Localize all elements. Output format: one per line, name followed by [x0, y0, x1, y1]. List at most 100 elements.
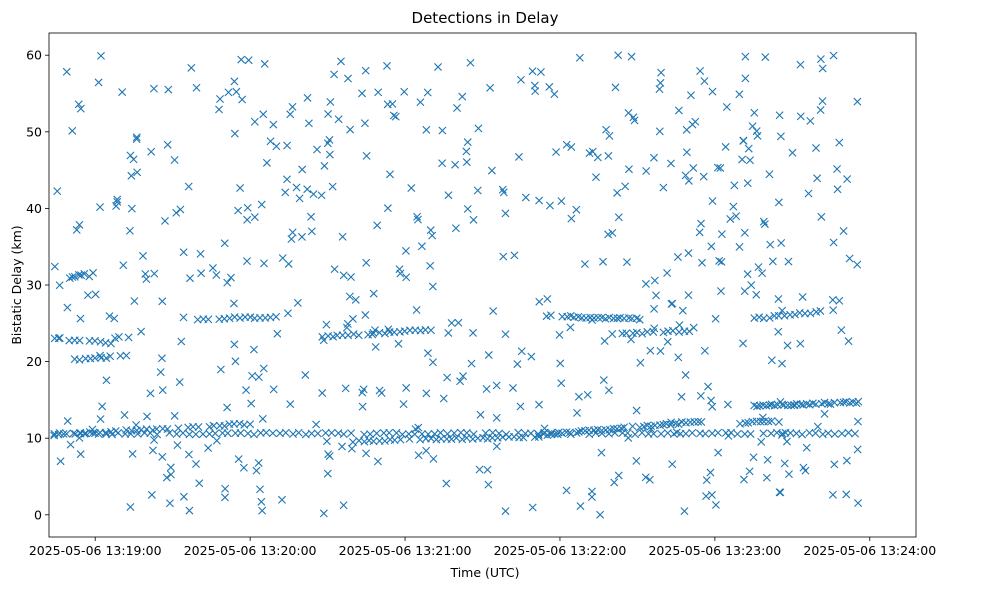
- detection-marker: [172, 430, 181, 439]
- detection-marker: [426, 261, 435, 270]
- detection-marker: [229, 299, 238, 308]
- detection-marker: [216, 365, 225, 374]
- detection-marker: [696, 391, 705, 400]
- detection-marker: [212, 436, 221, 445]
- detection-marker: [63, 417, 72, 426]
- detection-marker: [609, 314, 618, 323]
- detection-marker: [813, 174, 822, 183]
- detection-marker: [510, 251, 519, 260]
- detection-marker: [557, 197, 566, 206]
- detection-marker: [545, 201, 554, 210]
- detection-marker: [423, 349, 432, 358]
- detection-marker: [401, 246, 410, 255]
- detection-marker: [596, 510, 605, 519]
- detection-marker: [234, 206, 243, 215]
- detection-marker: [555, 330, 564, 339]
- detection-marker: [698, 258, 706, 267]
- detection-marker: [147, 490, 156, 499]
- detection-marker: [187, 63, 196, 72]
- detection-marker: [85, 272, 94, 281]
- detection-marker: [682, 148, 691, 157]
- detection-marker: [176, 205, 185, 214]
- detection-marker: [652, 291, 661, 300]
- detection-marker: [714, 448, 723, 457]
- detection-marker: [405, 434, 414, 443]
- detection-marker: [550, 90, 559, 99]
- detection-marker: [707, 396, 716, 405]
- detection-marker: [774, 294, 783, 303]
- detection-marker: [413, 212, 422, 221]
- detection-marker: [746, 156, 754, 165]
- detection-marker: [694, 417, 703, 426]
- detection-marker: [170, 411, 179, 420]
- detection-marker: [594, 313, 603, 322]
- detection-marker: [313, 145, 321, 154]
- detection-marker: [722, 103, 731, 111]
- detection-marker: [124, 333, 133, 342]
- detection-marker: [259, 110, 268, 119]
- detection-marker: [75, 355, 84, 364]
- detection-marker: [75, 220, 84, 229]
- detection-marker: [714, 428, 723, 437]
- detection-marker: [486, 83, 495, 92]
- detection-marker: [498, 433, 507, 442]
- detection-marker: [399, 400, 408, 409]
- detection-marker: [738, 155, 747, 164]
- detection-marker: [678, 306, 687, 315]
- detection-marker: [63, 303, 72, 312]
- detection-marker: [424, 430, 433, 439]
- detection-marker: [641, 279, 650, 288]
- detection-marker: [501, 209, 510, 218]
- detection-marker: [747, 281, 756, 290]
- detection-marker: [673, 253, 682, 262]
- y-tick-label: 50: [26, 124, 42, 139]
- detection-marker: [76, 450, 85, 459]
- detection-marker: [776, 488, 785, 497]
- detection-marker: [216, 94, 225, 103]
- detection-marker: [681, 171, 690, 180]
- detection-marker: [220, 422, 229, 431]
- detection-marker: [254, 373, 263, 382]
- detection-marker: [613, 188, 622, 197]
- detection-marker: [602, 125, 611, 134]
- detection-marker: [572, 428, 581, 437]
- detection-marker: [172, 208, 181, 217]
- detection-marker: [380, 329, 389, 338]
- detection-marker: [456, 377, 465, 386]
- detection-marker: [567, 214, 576, 223]
- detection-marker: [98, 402, 107, 411]
- detection-marker: [789, 401, 798, 410]
- detection-marker: [227, 273, 235, 282]
- detection-marker: [462, 147, 471, 156]
- detection-marker: [573, 408, 582, 417]
- detection-marker: [361, 66, 370, 75]
- detection-marker: [118, 88, 127, 97]
- detection-marker: [438, 159, 447, 168]
- y-tick-label: 20: [26, 354, 42, 369]
- detection-marker: [535, 196, 544, 205]
- detection-marker: [186, 274, 195, 283]
- detection-marker: [776, 132, 785, 141]
- detection-marker: [383, 61, 391, 70]
- detection-marker: [266, 137, 275, 146]
- detection-marker: [757, 437, 766, 446]
- detection-marker: [453, 104, 462, 112]
- detection-marker: [360, 437, 369, 446]
- detection-marker: [528, 67, 537, 76]
- detection-marker: [711, 314, 720, 323]
- detection-marker: [283, 309, 292, 318]
- detection-marker: [396, 435, 405, 444]
- detection-marker: [516, 75, 525, 84]
- detection-marker: [816, 55, 825, 64]
- detection-marker: [330, 70, 339, 79]
- detection-marker: [385, 428, 394, 437]
- detection-marker: [152, 425, 161, 434]
- detection-marker: [407, 184, 416, 193]
- x-tick-label: 2025-05-06 13:23:00: [648, 543, 781, 558]
- detection-marker: [83, 291, 92, 300]
- detection-marker: [599, 376, 608, 385]
- detection-marker: [620, 423, 629, 432]
- detection-marker: [392, 428, 401, 437]
- detection-marker: [499, 188, 508, 197]
- detection-marker: [843, 175, 852, 184]
